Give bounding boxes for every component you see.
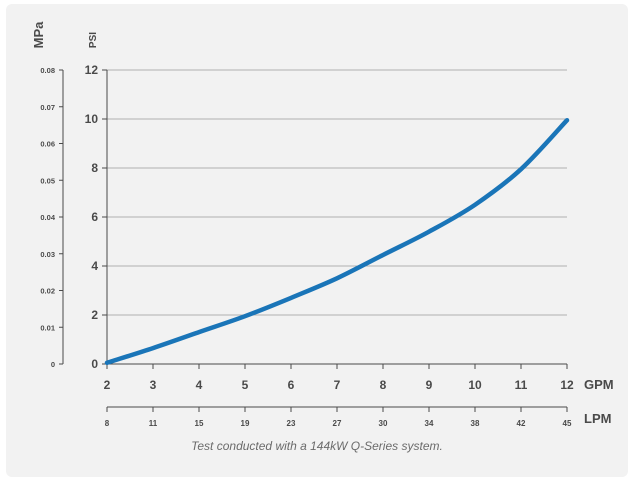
lpm-tick-label: 38 (471, 419, 480, 428)
gpm-tick-label: 6 (288, 378, 295, 392)
gpm-tick-label: 2 (104, 378, 111, 392)
psi-tick-label: 10 (85, 112, 99, 126)
lpm-tick-label: 27 (333, 419, 342, 428)
gpm-tick-label: 8 (380, 378, 387, 392)
lpm-tick-label: 30 (379, 419, 388, 428)
mpa-tick-label: 0.06 (40, 140, 55, 149)
mpa-tick-label: 0.03 (40, 250, 55, 259)
lpm-axis-label: LPM (584, 411, 611, 426)
lpm-tick-label: 34 (425, 419, 434, 428)
psi-tick-label: 4 (91, 259, 98, 273)
psi-tick-label: 6 (91, 210, 98, 224)
mpa-tick-label: 0.04 (40, 213, 55, 222)
grid-lines (107, 69, 567, 365)
gpm-tick-label: 3 (150, 378, 157, 392)
gpm-tick-label: 11 (515, 378, 528, 392)
chart-panel (6, 4, 628, 477)
gpm-tick-label: 12 (560, 378, 574, 392)
mpa-axis-label: MPa (31, 21, 46, 49)
psi-axis: 0 2 4 6 8 10 12 (85, 63, 108, 371)
lpm-tick-label: 23 (287, 419, 296, 428)
lpm-axis: 8 11 15 19 23 27 30 34 38 42 45 (105, 406, 572, 428)
mpa-axis: 0 0.01 0.02 0.03 0.04 0.05 0.06 0.07 0.08 (40, 66, 64, 369)
chart-caption: Test conducted with a 144kW Q-Series sys… (191, 439, 443, 453)
psi-tick-label: 0 (91, 357, 98, 371)
psi-tick-label: 12 (85, 63, 99, 77)
mpa-tick-label: 0.05 (40, 176, 55, 185)
gpm-tick-label: 5 (242, 378, 249, 392)
mpa-tick-label: 0.01 (40, 323, 55, 332)
series-line (104, 117, 570, 366)
lpm-tick-label: 11 (149, 419, 158, 428)
psi-tick-label: 8 (91, 161, 98, 175)
mpa-tick-label: 0 (51, 360, 55, 369)
lpm-tick-label: 42 (517, 419, 526, 428)
mpa-tick-label: 0.07 (40, 103, 55, 112)
lpm-tick-label: 15 (195, 419, 204, 428)
series-group (104, 117, 570, 366)
gpm-tick-label: 9 (426, 378, 433, 392)
gpm-tick-label: 10 (468, 378, 482, 392)
mpa-tick-label: 0.08 (40, 66, 55, 75)
gpm-tick-label: 7 (334, 378, 341, 392)
mpa-tick-label: 0.02 (40, 287, 55, 296)
psi-tick-label: 2 (91, 308, 98, 322)
psi-axis-label: PSI (88, 32, 99, 48)
gpm-axis-label: GPM (584, 377, 614, 392)
lpm-tick-label: 8 (105, 419, 110, 428)
lpm-tick-label: 19 (241, 419, 250, 428)
lpm-tick-label: 45 (563, 419, 572, 428)
gpm-tick-label: 4 (196, 378, 203, 392)
gpm-axis: 2 3 4 5 6 7 8 9 10 11 12 (104, 363, 574, 392)
